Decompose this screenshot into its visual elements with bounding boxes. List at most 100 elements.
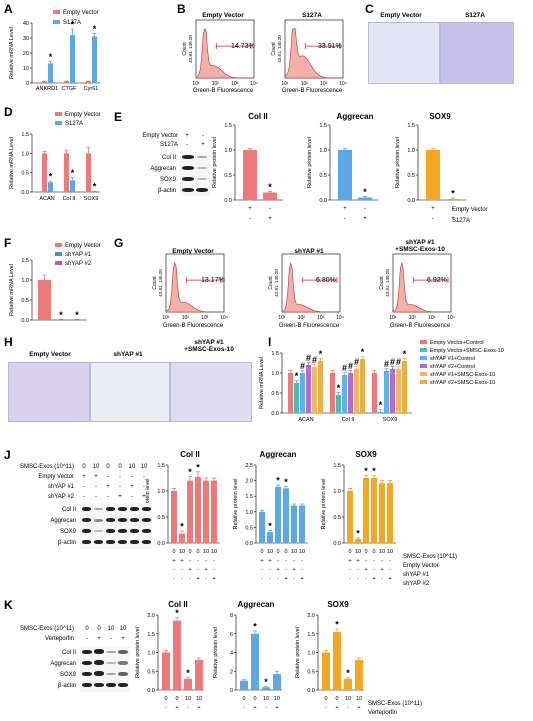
j2-ytick-label-1: 0.5 xyxy=(333,515,341,521)
i-bar-1-5-sig: * xyxy=(361,347,365,357)
i-bar-1-2 xyxy=(342,375,347,413)
e2-sign-r2-2: + xyxy=(451,216,455,222)
k-blot-sox9: SOX9 xyxy=(59,672,76,678)
g1-xtick-1: 10² xyxy=(182,315,190,321)
a-ytick-label-3: 30 xyxy=(23,36,29,42)
j0-cond-1-3: - xyxy=(197,558,199,564)
k0-cond-0-2: 10 xyxy=(185,696,191,702)
k2-cond-0-0: 0 xyxy=(324,696,327,702)
e-row-ev: Empty Vector xyxy=(142,133,178,139)
j2-cond-1-1: + xyxy=(356,558,359,564)
e-title-sox9: SOX9 xyxy=(429,112,451,121)
k0-cond-0-1: 0 xyxy=(175,696,178,702)
k-row-val-1-2: - xyxy=(110,636,112,642)
i-bar-2-2-sig: # xyxy=(384,359,389,369)
i-bar-2-4-sig: # xyxy=(396,357,401,367)
e1-ytick-label-3: 1.5 xyxy=(319,123,327,129)
j1-cond-2-3: - xyxy=(285,567,287,573)
c-image-ev xyxy=(368,22,440,84)
j0-cond-0-1: 10 xyxy=(179,549,185,555)
k2-cond-0-2: 10 xyxy=(345,696,351,702)
e0-sign-r1-2: - xyxy=(269,206,271,212)
d-bar-s127a-2 xyxy=(92,191,97,193)
j2-ytick-label-3: 1.5 xyxy=(333,463,341,469)
e-blot-label-sox9: SOX9 xyxy=(159,177,176,183)
j-row-val-2-2: + xyxy=(106,484,110,490)
b2-xtick-0: 10¹ xyxy=(281,81,289,87)
k1-ytick-label-3: 6 xyxy=(230,632,233,638)
j0-bar-0 xyxy=(171,491,177,543)
k2-bar-0 xyxy=(322,652,330,690)
k1-cond-1-0: - xyxy=(243,705,245,711)
e-sign-r2-1: - xyxy=(186,142,188,148)
j2-bar-3 xyxy=(371,478,377,543)
k-row-val-1-0: - xyxy=(86,636,88,642)
d-ytick-label-2: 1.0 xyxy=(21,151,29,157)
e-blot-label-actin: β-actin xyxy=(157,188,176,194)
k2-ytick-label-3: 1.5 xyxy=(307,632,315,638)
j1-bar-2 xyxy=(275,486,281,543)
i-bar-0-1 xyxy=(294,383,299,413)
e2-bar-1-sig: * xyxy=(451,189,455,199)
h-image-sh1-exos xyxy=(170,362,252,422)
j0-bar-1 xyxy=(179,533,185,543)
panel-label-a: A xyxy=(4,2,13,16)
g-xlabel-3: Green-B Fluorescence xyxy=(389,323,451,329)
j0-cond-1-1: + xyxy=(180,558,183,564)
j2-cond-3-1: - xyxy=(357,576,359,582)
f-legend-sh1: shYAP #1 xyxy=(55,252,91,258)
b-pct-ev: 14.73% xyxy=(231,43,255,50)
j2-cond-0-1: 10 xyxy=(355,549,361,555)
j0-ytick-label-3: 1.5 xyxy=(157,463,165,469)
e2-ytick-label-0: 0.0 xyxy=(407,198,415,204)
k0-cond-0-0: 0 xyxy=(164,696,167,702)
k1-ytick-label-2: 4 xyxy=(230,651,233,657)
j2-bar-3-sig: * xyxy=(372,466,376,476)
j-row-val-0-3: 0 xyxy=(118,464,122,470)
h-title-sh1: shYAP #1 xyxy=(113,351,143,358)
k1-ytick-label-1: 2 xyxy=(230,669,233,675)
k-title-agg: Aggrecan xyxy=(237,600,275,609)
k1-cond-0-3: 10 xyxy=(274,696,280,702)
g3-xtick-2: 10³ xyxy=(428,315,436,321)
g1-xtick-0: 10¹ xyxy=(162,315,170,321)
k2-bar-1-sig: * xyxy=(335,619,339,629)
e0-ytick-label-1: 0.5 xyxy=(224,173,232,179)
j2-bar-0 xyxy=(347,491,353,543)
k-row-val-1-1: + xyxy=(97,636,101,642)
g3-ylabel: Count xyxy=(379,276,385,290)
e2-ytick-label-2: 1.0 xyxy=(407,148,415,154)
k0-ytick-label-3: 1.5 xyxy=(147,632,155,638)
k-blot-actin: β-actin xyxy=(57,683,76,689)
j2-cond-1-5: - xyxy=(389,558,391,564)
k-cond-1: Verteporfin xyxy=(368,710,398,716)
e2-ytick-label-3: 1.5 xyxy=(407,123,415,129)
j1-ytick-label-0: 0.0 xyxy=(245,541,253,547)
k0-cond-1-1: + xyxy=(175,705,178,711)
f-legend-sh2: shYAP #2 xyxy=(55,261,91,267)
b1-ylabel: Count xyxy=(182,42,188,56)
i-xlabel-2: SOX9 xyxy=(383,417,398,423)
panel-label-f: F xyxy=(4,236,12,250)
g-title-ev: Empty Vector xyxy=(172,248,214,255)
a-xlabel-2: Cyr61 xyxy=(84,86,99,92)
k2-bar-1 xyxy=(333,631,341,690)
k2-ylabel: Relative protein level xyxy=(295,627,301,678)
j-row-val-1-4: - xyxy=(131,474,133,480)
h-image-ev xyxy=(8,362,90,422)
panel-label-j: J xyxy=(4,448,11,462)
i-bar-0-1-sig: * xyxy=(295,371,299,381)
j-blot-actin: β-actin xyxy=(57,540,76,546)
b1-ytick: 43.81, 140.20 xyxy=(188,35,193,63)
i-ytick-label-0: 0.0 xyxy=(271,411,279,417)
j-row-0: SMSC-Exos (10^11) xyxy=(19,464,74,470)
k-row-val-0-2: 10 xyxy=(107,626,115,632)
k2-ytick-label-0: 0.0 xyxy=(307,688,315,694)
e0-ylabel: Relative protein level xyxy=(212,137,218,188)
j-row-val-1-0: + xyxy=(82,474,86,480)
i-ytick-label-1: 0.5 xyxy=(271,391,279,397)
panel-label-h: H xyxy=(4,335,13,349)
k2-ytick-label-4: 2.0 xyxy=(307,613,315,619)
j0-cond-3-4: - xyxy=(205,576,207,582)
e-blot-label-col2: Col II xyxy=(161,155,176,161)
